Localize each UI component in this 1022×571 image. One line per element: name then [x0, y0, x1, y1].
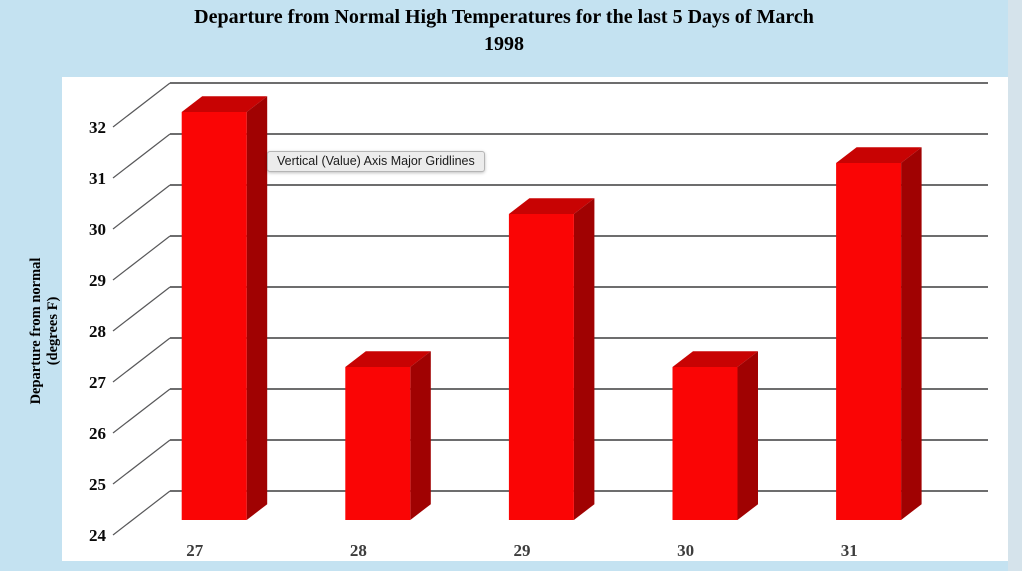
bar-27[interactable] [181, 96, 268, 520]
value-axis-label[interactable]: 24 [89, 526, 107, 545]
value-axis-label[interactable]: 32 [89, 118, 106, 137]
bar-31[interactable] [836, 147, 922, 520]
bar-side-face[interactable] [246, 96, 268, 520]
chart-title-line2: 1998 [484, 33, 524, 55]
bar-top-face[interactable] [508, 198, 595, 214]
value-axis-label[interactable]: 30 [89, 220, 106, 239]
bar-top-face[interactable] [836, 147, 922, 163]
gridline-depth-tick[interactable] [112, 439, 171, 485]
bar-side-face[interactable] [737, 351, 759, 520]
bar-front-face[interactable] [508, 214, 574, 520]
bar-side-face[interactable] [410, 351, 431, 520]
category-axis-label[interactable]: 28 [350, 541, 367, 560]
gridline-depth-tick[interactable] [112, 184, 171, 230]
value-axis-label[interactable]: 28 [89, 322, 106, 341]
bar-29[interactable] [508, 198, 595, 520]
bar-front-face[interactable] [345, 367, 411, 520]
chart-title-line1: Departure from Normal High Temperatures … [194, 6, 814, 28]
window-edge-strip [1008, 0, 1022, 571]
value-axis-label[interactable]: 25 [89, 475, 106, 494]
category-axis-label[interactable]: 29 [514, 541, 531, 560]
chart-title[interactable]: Departure from Normal High Temperatures … [0, 4, 1008, 58]
gridlines-tooltip: Vertical (Value) Axis Major Gridlines [267, 151, 485, 172]
bar-front-face[interactable] [672, 367, 738, 520]
gridline-depth-tick[interactable] [112, 286, 171, 332]
gridline-depth-tick[interactable] [112, 490, 171, 536]
gridline-depth-tick[interactable] [112, 337, 171, 383]
value-axis-label[interactable]: 31 [89, 169, 106, 188]
category-axis-label[interactable]: 27 [186, 541, 204, 560]
bar-side-face[interactable] [901, 147, 922, 520]
bar-top-face[interactable] [345, 351, 431, 367]
bar-top-face[interactable] [181, 96, 268, 112]
bar-top-face[interactable] [672, 351, 759, 367]
value-axis-title[interactable]: Departure from normal(degrees F) [28, 258, 61, 405]
value-axis-label[interactable]: 29 [89, 271, 106, 290]
value-axis-label[interactable]: 27 [89, 373, 107, 392]
category-axis-labels[interactable]: 27 28 29 30 31 [186, 541, 857, 560]
category-axis-label[interactable]: 30 [677, 541, 694, 560]
category-axis-label[interactable]: 31 [841, 541, 858, 560]
gridline-depth-tick[interactable] [112, 133, 171, 179]
bar-30[interactable] [672, 351, 759, 520]
bar-28[interactable] [345, 351, 431, 520]
value-axis-label[interactable]: 26 [89, 424, 106, 443]
data-series-bars[interactable] [181, 96, 922, 520]
gridline-depth-tick[interactable] [112, 235, 171, 281]
gridline-depth-tick[interactable] [112, 388, 171, 434]
value-axis-labels[interactable]: 24 25 26 27 28 29 30 31 32 [89, 118, 107, 545]
bar-front-face[interactable] [836, 163, 902, 520]
bar-side-face[interactable] [573, 198, 595, 520]
gridline-depth-tick[interactable] [112, 82, 171, 128]
bar-front-face[interactable] [181, 112, 247, 520]
